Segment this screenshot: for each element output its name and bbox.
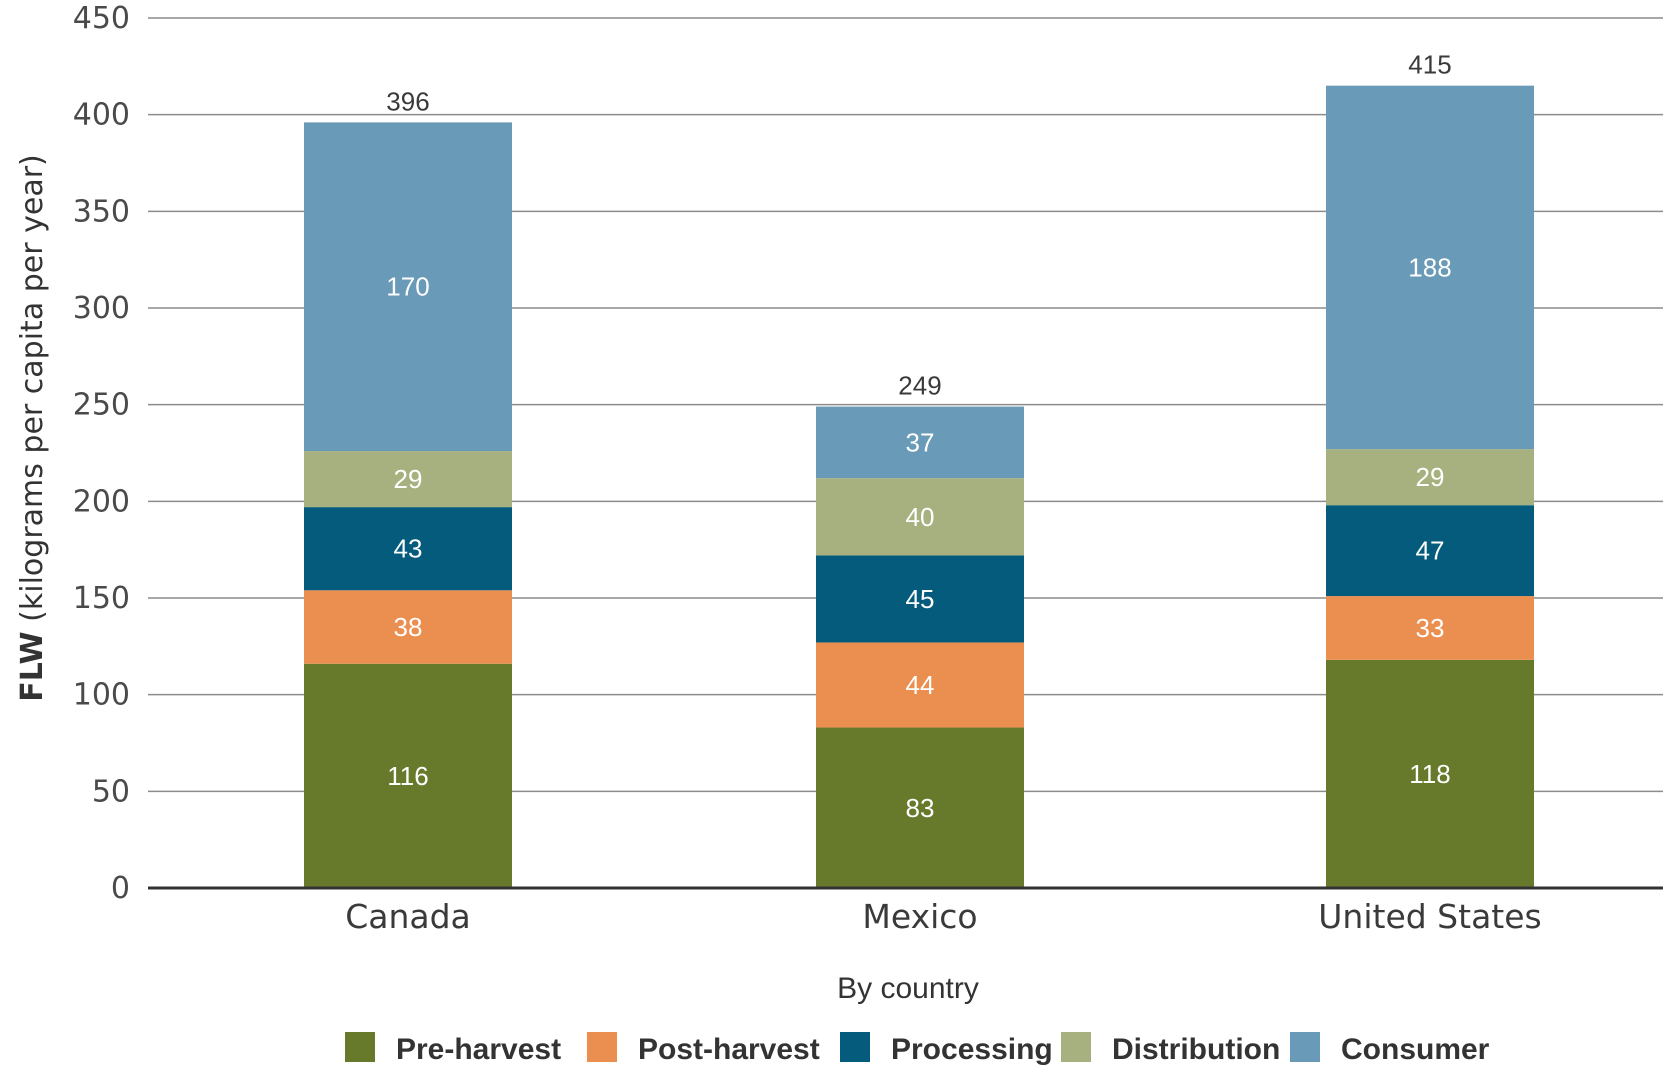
bar-segment-value: 37 — [906, 427, 935, 457]
x-category-label: Mexico — [862, 897, 977, 936]
legend-swatch — [1290, 1032, 1320, 1062]
bar-segment — [304, 451, 512, 508]
bar-segment — [1326, 505, 1534, 597]
y-tick-label: 400 — [73, 98, 130, 133]
y-tick-label: 50 — [92, 774, 130, 809]
x-category-label: United States — [1318, 897, 1541, 936]
bar-segment-value: 44 — [906, 670, 935, 700]
bar-segment — [1326, 85, 1534, 450]
y-tick-label: 450 — [73, 1, 130, 36]
bar-segment-value: 83 — [906, 793, 935, 823]
legend: Pre-harvest Post-harvest Processing Distrib… — [345, 1032, 1490, 1065]
bar-segment-value: 118 — [1409, 759, 1450, 789]
y-tick-label: 300 — [73, 291, 130, 326]
bar-segment — [1326, 659, 1534, 888]
y-axis-ticks: 0 50 100 150 200 250 300 350 400 450 — [73, 1, 130, 906]
bar-segment — [304, 663, 512, 888]
legend-swatch — [1061, 1032, 1091, 1062]
bar-segment — [304, 122, 512, 452]
y-tick-label: 200 — [73, 484, 130, 519]
bar-segment-value: 38 — [394, 612, 423, 642]
bar-segment-value: 170 — [386, 272, 429, 302]
bar-segment-value: 29 — [1416, 462, 1445, 492]
y-tick-label: 250 — [73, 388, 130, 423]
bar-segment — [816, 406, 1024, 479]
legend-item-label: Processing — [891, 1033, 1053, 1065]
bar-segment-value: 40 — [906, 502, 935, 532]
y-tick-label: 100 — [73, 678, 130, 713]
bar-segment — [816, 642, 1024, 728]
bar-segment-value: 47 — [1416, 536, 1445, 566]
y-axis-label-rest: (kilograms per capita per year) — [15, 154, 50, 631]
bar-total-label: 396 — [386, 86, 429, 116]
bar-segment-value: 116 — [387, 761, 428, 791]
y-tick-label: 150 — [73, 581, 130, 616]
legend-swatch — [587, 1032, 617, 1062]
y-axis-label: FLW (kilograms per capita per year) — [15, 154, 50, 701]
bar-segment-value: 43 — [394, 534, 423, 564]
legend-item-label: Post-harvest — [638, 1033, 820, 1065]
bars: 116 38 43 29 170 396 83 44 45 40 37 249 118 33 47 29 188… — [304, 50, 1534, 888]
bar-segment — [816, 555, 1024, 643]
bar-segment — [816, 727, 1024, 888]
x-axis-categories: Canada Mexico United States — [345, 897, 1542, 936]
legend-item-label: Distribution — [1112, 1033, 1280, 1065]
y-axis-label-bold: FLW — [15, 631, 50, 701]
bar-segment — [1326, 596, 1534, 660]
y-tick-label: 0 — [111, 871, 130, 906]
x-category-label: Canada — [345, 897, 471, 936]
bar-segment-value: 33 — [1416, 613, 1445, 643]
y-tick-label: 350 — [73, 194, 130, 229]
bar-total-label: 249 — [898, 371, 941, 401]
bar-segment-value: 45 — [906, 584, 935, 614]
bar-segment — [1326, 449, 1534, 506]
bar-segment — [304, 507, 512, 591]
bar-segment — [816, 478, 1024, 556]
bar-segment — [304, 590, 512, 664]
bar-segment-value: 29 — [394, 464, 423, 494]
legend-swatch — [345, 1032, 375, 1062]
legend-item-label: Consumer — [1341, 1033, 1490, 1065]
bar-total-label: 415 — [1408, 50, 1451, 80]
legend-item-label: Pre-harvest — [396, 1033, 561, 1065]
legend-swatch — [840, 1032, 870, 1062]
bar-segment-value: 188 — [1408, 252, 1451, 282]
x-axis-label: By country — [837, 972, 979, 1005]
